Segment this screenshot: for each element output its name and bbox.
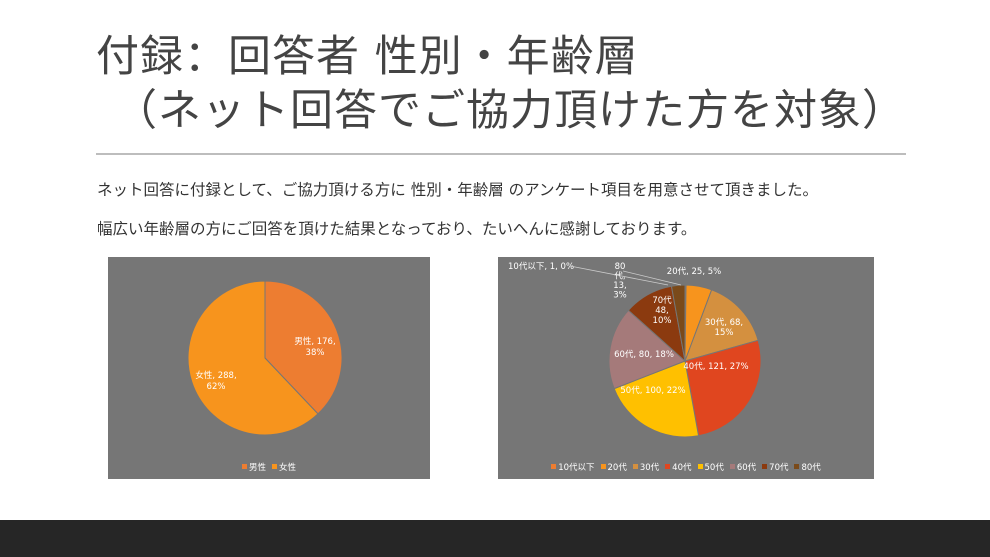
data-label-0-0: 男性, 176, 38% [294,336,335,358]
legend-item: 50代 [697,461,724,473]
legend-swatch [632,464,638,469]
legend-swatch [600,464,606,469]
description-paragraph-2: 幅広い年齢層の方にご回答を頂けた結果となっており、たいへんに感謝しております。 [97,220,697,238]
age-legend: 10代以下 20代 30代 40代 50代 60代 70代 80代 [498,461,874,473]
legend-item: 70代 [762,461,788,473]
legend-item: 80代 [794,461,821,473]
legend-swatch [729,464,735,469]
data-label-1-1: 20代, 25, 5% [667,266,721,277]
legend-swatch [665,464,671,469]
legend-label: 30代 [639,463,660,473]
pie-slice-0-1 [187,280,319,436]
pie-slice-1-3 [684,339,762,437]
data-label-1-7: 80 代, 13, 3% [613,262,627,301]
pie-slice-1-4 [613,360,700,438]
legend-swatch [697,464,703,469]
legend-swatch [762,464,768,469]
legend-item: 40代 [665,461,692,473]
legend-label: 60代 [736,463,757,473]
data-label-1-0: 10代以下, 1, 0% [508,261,574,272]
data-label-1-3: 40代, 121, 27% [683,361,748,372]
legend-label: 女性 [279,463,297,473]
data-label-1-2: 30代, 68, 15% [705,317,743,338]
pie-slice-1-2 [684,289,759,362]
legend-label: 40代 [672,463,692,473]
leader-line-1-0 [569,265,669,286]
legend-item: 20代 [600,461,627,473]
gender-pie-chart: 男性, 176, 38% 女性, 288, 62% 男性 女性 [108,257,430,479]
title-line-1: 付録：回答者 性別・年齢層 [96,32,639,82]
data-label-1-6: 70代 48, 10% [652,295,672,326]
pie-slice-1-5 [608,309,686,390]
legend-label: 80代 [801,463,821,473]
legend-item: 60代 [729,461,757,473]
pie-slice-0-0 [264,280,343,415]
title-line-2: （ネット回答でご協力頂けた方を対象） [114,86,906,136]
legend-item: 女性 [272,461,296,473]
data-label-1-5: 60代, 80, 18% [614,349,674,360]
title-divider [96,153,906,155]
gender-pie-svg: 男性, 176, 38% 女性, 288, 62% [187,280,343,436]
legend-item: 男性 [241,461,266,473]
footer-bar [0,520,990,557]
legend-swatch [241,464,247,469]
pie-slice-1-7 [670,284,686,362]
legend-swatch [794,464,800,469]
legend-swatch [551,464,557,469]
data-label-1-4: 50代, 100, 22% [620,385,685,396]
legend-label: 20代 [607,463,627,473]
age-pie-chart: 10代以下, 1, 0% 20代, 25, 5% 30代, 68, 15% 40代, 1… [498,257,874,479]
legend-swatch [272,464,277,469]
legend-item: 30代 [632,461,660,473]
age-pie-svg: 10代以下, 1, 0% 20代, 25, 5% 30代, 68, 15% 40代, 1… [508,261,762,438]
data-label-0-1: 女性, 288, 62% [195,370,236,392]
slide-title: 付録：回答者 性別・年齢層 （ネット回答でご協力頂けた方を対象） [96,30,906,138]
legend-label: 50代 [704,463,724,473]
leader-line-1-7 [622,270,682,286]
legend-label: 男性 [248,463,266,473]
description-paragraph-1: ネット回答に付録として、ご協力頂ける方に 性別・年齢層 のアンケート項目を用意さ… [97,181,818,199]
gender-legend: 男性 女性 [108,461,430,473]
legend-label: 70代 [769,463,789,473]
legend-label: 10代以下 [558,463,595,473]
legend-item: 10代以下 [551,461,595,473]
